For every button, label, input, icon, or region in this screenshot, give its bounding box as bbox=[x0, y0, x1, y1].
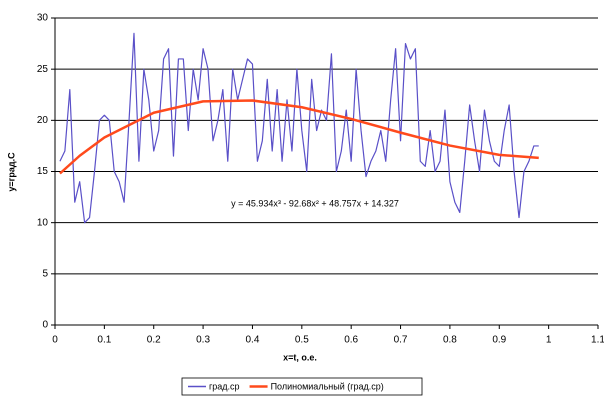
x-tick-label: 0.2 bbox=[147, 335, 161, 346]
y-tick-label: 10 bbox=[37, 217, 49, 228]
y-tick-label: 15 bbox=[37, 166, 49, 177]
series-line bbox=[59, 99, 539, 175]
x-tick-label: 0.1 bbox=[97, 335, 111, 346]
x-tick-label: 1.1 bbox=[591, 335, 604, 346]
legend-label: град.ср bbox=[209, 381, 240, 391]
legend-label: Полиномиальный (град.ср) bbox=[271, 381, 384, 391]
series-line bbox=[59, 32, 539, 224]
y-tick-label: 25 bbox=[37, 64, 49, 75]
x-tick-label: 0.8 bbox=[443, 335, 457, 346]
x-axis-label: x=t, о.е. bbox=[283, 352, 317, 362]
x-tick-label: 0.3 bbox=[196, 335, 210, 346]
x-tick-label: 1 bbox=[546, 335, 552, 346]
x-tick-label: 0.5 bbox=[295, 335, 309, 346]
x-tick-label: 0.4 bbox=[246, 335, 260, 346]
y-tick-label: 20 bbox=[37, 115, 49, 126]
x-tick-label: 0.6 bbox=[344, 335, 358, 346]
legend-box bbox=[181, 377, 423, 396]
y-tick-label: 30 bbox=[37, 13, 49, 24]
x-tick-label: 0.7 bbox=[394, 335, 408, 346]
y-tick-label: 5 bbox=[42, 268, 48, 279]
y-tick-label: 0 bbox=[42, 320, 48, 331]
x-tick-label: 0 bbox=[52, 335, 58, 346]
trend-equation: y = 45.934x³ - 92.68x² + 48.757x + 14.32… bbox=[231, 198, 399, 208]
x-tick-label: 0.9 bbox=[492, 335, 506, 346]
y-axis-label: y=град.C bbox=[6, 152, 16, 192]
